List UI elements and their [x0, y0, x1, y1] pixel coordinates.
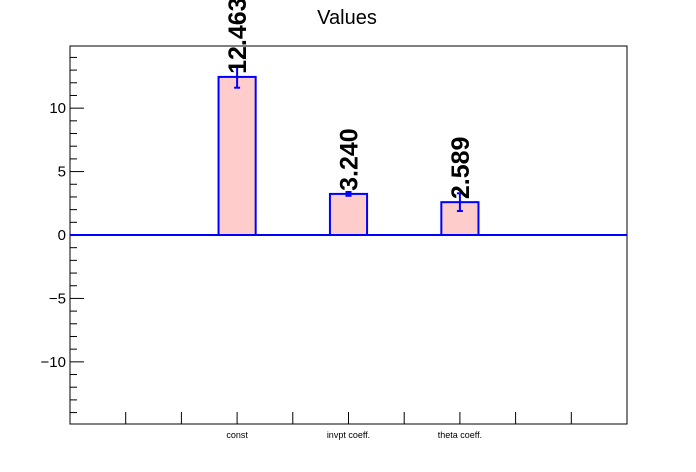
value-label: 2.589 [447, 137, 475, 200]
category-label: const [226, 430, 248, 440]
value-label: 12.463 [224, 0, 252, 74]
chart-title: Values [317, 7, 377, 29]
category-label: theta coeff. [438, 430, 482, 440]
value-label: 3.240 [336, 128, 364, 191]
y-tick-label: 5 [58, 164, 66, 181]
chart-marks: −10 −5 0 5 10 12.463 const 3.240 invpt coeff. 2.5… [41, 0, 627, 440]
y-tick-label: −5 [49, 290, 66, 307]
y-tick-label: 10 [49, 100, 66, 117]
y-tick-label: 0 [58, 227, 66, 244]
bar-2 [328, 192, 369, 236]
y-tick-label: −10 [41, 354, 66, 371]
category-label: invpt coeff. [327, 430, 370, 440]
bar-1 [217, 75, 257, 237]
